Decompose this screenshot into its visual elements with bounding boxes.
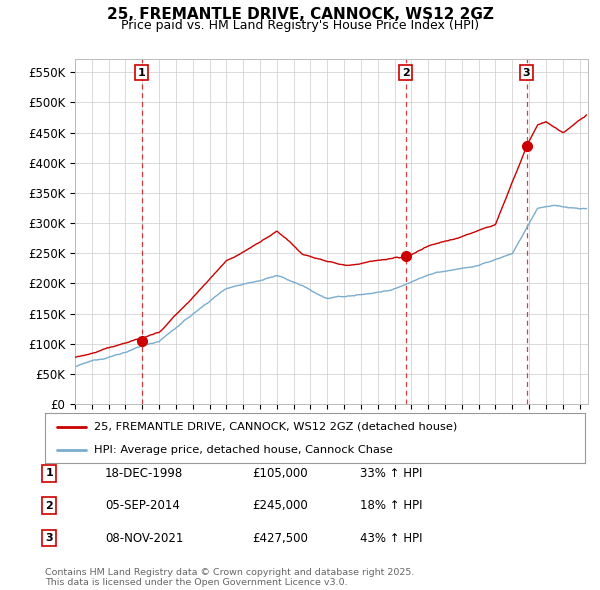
- Text: 18% ↑ HPI: 18% ↑ HPI: [360, 499, 422, 512]
- Text: Price paid vs. HM Land Registry's House Price Index (HPI): Price paid vs. HM Land Registry's House …: [121, 19, 479, 32]
- Text: 2: 2: [402, 68, 410, 78]
- Text: 43% ↑ HPI: 43% ↑ HPI: [360, 532, 422, 545]
- Text: £245,000: £245,000: [252, 499, 308, 512]
- Text: 18-DEC-1998: 18-DEC-1998: [105, 467, 183, 480]
- Text: 1: 1: [138, 68, 145, 78]
- Text: £427,500: £427,500: [252, 532, 308, 545]
- Text: 1: 1: [46, 468, 53, 478]
- Text: 3: 3: [523, 68, 530, 78]
- Text: £105,000: £105,000: [252, 467, 308, 480]
- Text: 33% ↑ HPI: 33% ↑ HPI: [360, 467, 422, 480]
- Text: 2: 2: [46, 501, 53, 510]
- Text: 05-SEP-2014: 05-SEP-2014: [105, 499, 180, 512]
- Text: 25, FREMANTLE DRIVE, CANNOCK, WS12 2GZ (detached house): 25, FREMANTLE DRIVE, CANNOCK, WS12 2GZ (…: [94, 421, 457, 431]
- Text: HPI: Average price, detached house, Cannock Chase: HPI: Average price, detached house, Cann…: [94, 445, 392, 455]
- Text: 3: 3: [46, 533, 53, 543]
- Text: 25, FREMANTLE DRIVE, CANNOCK, WS12 2GZ: 25, FREMANTLE DRIVE, CANNOCK, WS12 2GZ: [107, 7, 493, 22]
- Text: 08-NOV-2021: 08-NOV-2021: [105, 532, 184, 545]
- Text: Contains HM Land Registry data © Crown copyright and database right 2025.
This d: Contains HM Land Registry data © Crown c…: [45, 568, 415, 587]
